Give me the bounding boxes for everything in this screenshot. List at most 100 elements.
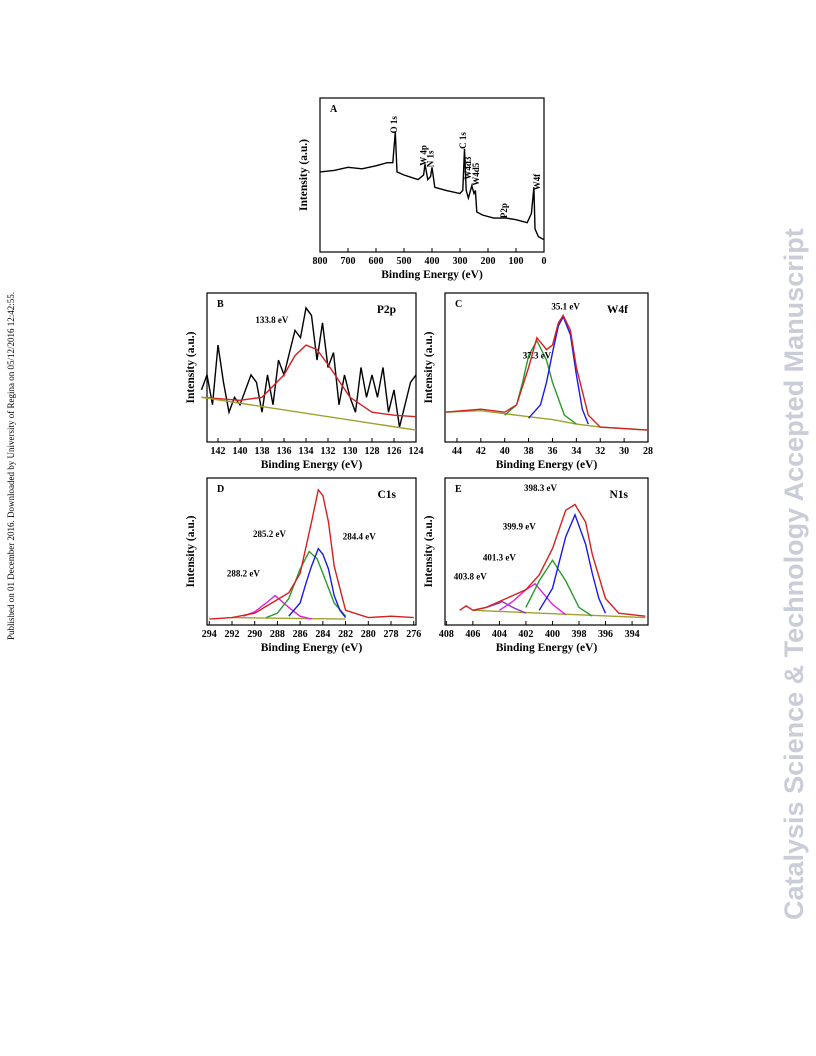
x-axis-label: Binding Energy (eV) [261, 459, 363, 471]
spectrum-line [265, 550, 347, 619]
x-tick-label: 402 [518, 629, 533, 640]
spectrum-line [538, 512, 607, 614]
peak-label: 398.3 eV [524, 483, 557, 493]
x-tick-label: 406 [465, 629, 480, 640]
x-tick-label: 600 [369, 256, 384, 267]
x-tick-label: 128 [365, 446, 380, 457]
x-tick-label: 140 [233, 446, 248, 457]
x-tick-label: 284 [315, 629, 330, 640]
x-tick-label: 396 [598, 629, 613, 640]
spectrum-line [472, 609, 646, 619]
x-tick-label: 42 [476, 446, 486, 457]
spectrum-line [209, 488, 414, 620]
spectrum-line [201, 396, 417, 431]
x-axis-label: Binding Energy (eV) [381, 269, 483, 281]
spectrum-line [499, 582, 567, 616]
x-tick-label: 404 [492, 629, 507, 640]
x-tick-label: 300 [453, 256, 468, 267]
x-tick-label: 142 [211, 446, 226, 457]
x-axis-label: Binding Energy (eV) [496, 642, 598, 654]
x-tick-label: 278 [384, 629, 399, 640]
panel-label: C [455, 299, 462, 310]
x-tick-label: 0 [542, 256, 547, 267]
panel-label: B [217, 299, 224, 310]
x-tick-label: 500 [397, 256, 412, 267]
x-tick-label: 292 [224, 629, 239, 640]
spectrum-line [525, 559, 593, 617]
x-tick-label: 100 [509, 256, 524, 267]
peak-label: N 1s [426, 150, 436, 167]
plot-frame [444, 477, 649, 626]
panel-title: C1s [377, 489, 396, 501]
spectrum-line [528, 315, 589, 425]
x-tick-label: 136 [277, 446, 292, 457]
spectrum-line [459, 503, 646, 617]
x-tick-label: 130 [343, 446, 358, 457]
y-axis-label: Intensity (a.u.) [185, 331, 197, 403]
peak-label: C 1s [458, 132, 468, 149]
x-tick-label: 124 [409, 446, 424, 457]
peak-label: 35.1 eV [551, 301, 580, 311]
x-tick-label: 294 [202, 629, 217, 640]
x-tick-label: 40 [500, 446, 510, 457]
spectrum-line [319, 131, 545, 241]
plot-frame [206, 292, 417, 443]
x-tick-label: 34 [571, 446, 581, 457]
panel-title: W4f [607, 304, 628, 316]
publication-note: Published on 01 December 2016. Downloade… [6, 292, 16, 640]
peak-label: 37.3 eV [523, 351, 552, 361]
x-tick-label: 800 [313, 256, 328, 267]
y-axis-label: Intensity (a.u.) [423, 515, 435, 587]
x-tick-label: 134 [299, 446, 314, 457]
plot-frame [319, 97, 545, 253]
y-axis-label: Intensity (a.u.) [298, 139, 310, 211]
peak-label: 133.8 eV [255, 315, 288, 325]
spectrum-line [231, 616, 346, 620]
plot-frame [444, 292, 649, 443]
peak-label: W 4p [419, 145, 429, 166]
y-axis-label: Intensity (a.u.) [185, 515, 197, 587]
peak-label: P2p [499, 203, 509, 218]
x-tick-label: 32 [595, 446, 605, 457]
x-tick-label: 30 [619, 446, 629, 457]
x-tick-label: 280 [361, 629, 376, 640]
spectrum-line [444, 313, 649, 431]
x-tick-label: 408 [439, 629, 454, 640]
spectrum-line [288, 547, 347, 619]
x-tick-label: 286 [293, 629, 308, 640]
y-axis-label: Intensity (a.u.) [423, 331, 435, 403]
panel-label: D [217, 484, 224, 495]
peak-label: 284.4 eV [343, 532, 376, 542]
x-tick-label: 290 [247, 629, 262, 640]
x-tick-label: 394 [625, 629, 640, 640]
x-tick-label: 28 [643, 446, 653, 457]
spectrum-line [444, 409, 649, 431]
spectrum-line [243, 594, 312, 620]
x-tick-label: 132 [321, 446, 336, 457]
x-tick-label: 276 [406, 629, 421, 640]
peak-label: 288.2 eV [227, 568, 260, 578]
x-tick-label: 38 [524, 446, 534, 457]
peak-label: 403.8 eV [454, 571, 487, 581]
x-tick-label: 200 [481, 256, 496, 267]
watermark: Catalysis Science & Technology Accepted … [779, 228, 809, 920]
peak-label: 401.3 eV [483, 552, 516, 562]
x-tick-label: 44 [452, 446, 462, 457]
x-axis-label: Binding Energy (eV) [496, 459, 598, 471]
peak-label: O 1s [389, 116, 399, 134]
x-tick-label: 700 [341, 256, 356, 267]
peak-label: 399.9 eV [503, 521, 536, 531]
x-tick-label: 282 [338, 629, 353, 640]
panel-label: A [330, 104, 338, 115]
peak-label: 285.2 eV [253, 529, 286, 539]
peak-label: W4f [532, 173, 542, 191]
spectrum-line [200, 306, 417, 428]
x-tick-label: 36 [547, 446, 557, 457]
panel-title: P2p [377, 304, 396, 316]
x-tick-label: 400 [545, 629, 560, 640]
x-axis-label: Binding Energy (eV) [261, 642, 363, 654]
x-tick-label: 398 [572, 629, 587, 640]
peak-label: W4d3 [463, 156, 473, 180]
x-tick-label: 138 [255, 446, 270, 457]
